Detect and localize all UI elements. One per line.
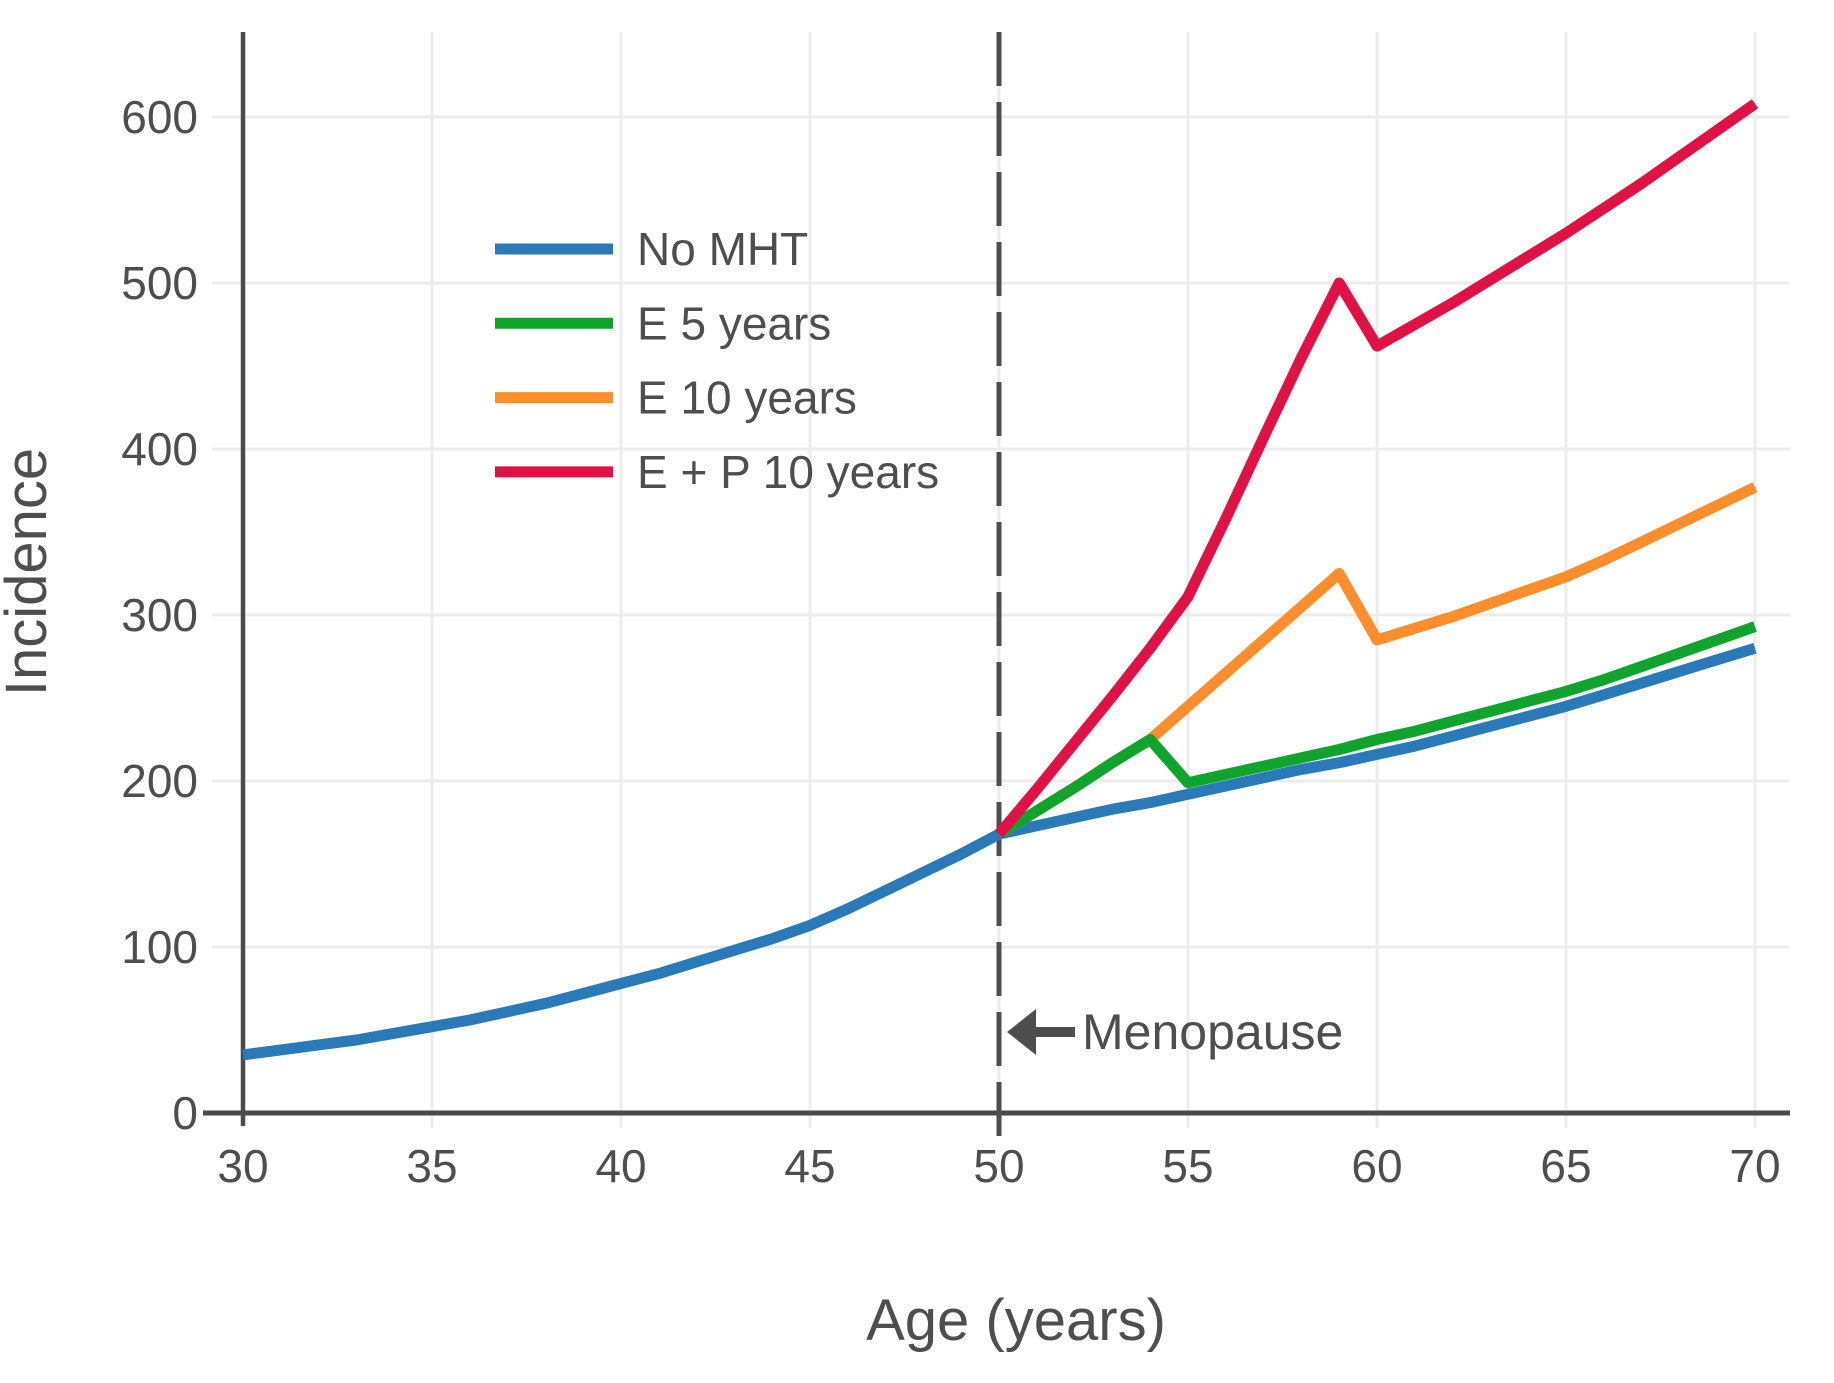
legend-item-no-mht: No MHT xyxy=(495,223,808,275)
legend-item-e-p-10-years: E + P 10 years xyxy=(495,446,939,498)
menopause-annotation: Menopause xyxy=(1007,1004,1343,1060)
y-axis-title: Incidence xyxy=(0,448,59,696)
left-arrow-icon xyxy=(1007,1009,1075,1055)
x-tick-label-40: 40 xyxy=(595,1140,646,1192)
menopause-label: Menopause xyxy=(1082,1004,1343,1060)
x-tick-label-65: 65 xyxy=(1540,1140,1591,1192)
y-tick-label-200: 200 xyxy=(121,755,198,807)
y-tick-label-400: 400 xyxy=(121,423,198,475)
y-tick-label-600: 600 xyxy=(121,91,198,143)
legend-item-e-5-years: E 5 years xyxy=(495,297,831,349)
y-tick-label-100: 100 xyxy=(121,921,198,973)
y-tick-label-500: 500 xyxy=(121,257,198,309)
series-line-e-p-10-years xyxy=(994,99,1759,838)
y-tick-label-300: 300 xyxy=(121,589,198,641)
legend-label-e-5-years: E 5 years xyxy=(637,297,831,349)
y-tick-label-0: 0 xyxy=(172,1087,198,1139)
series-line-e-5-years xyxy=(996,621,1757,839)
x-tick-label-55: 55 xyxy=(1162,1140,1213,1192)
x-tick-label-50: 50 xyxy=(973,1140,1024,1192)
x-axis-title: Age (years) xyxy=(866,1288,1166,1353)
legend: No MHT E 5 years E 10 years E + P 10 years xyxy=(495,223,939,498)
legend-item-e-10-years: E 10 years xyxy=(495,372,857,424)
x-tick-label-30: 30 xyxy=(217,1140,268,1192)
x-tick-label-60: 60 xyxy=(1351,1140,1402,1192)
x-tick-label-70: 70 xyxy=(1729,1140,1780,1192)
x-tick-label-45: 45 xyxy=(784,1140,835,1192)
legend-label-e-10-years: E 10 years xyxy=(637,372,857,424)
legend-label-e-p-10-years: E + P 10 years xyxy=(637,446,939,498)
x-tick-label-35: 35 xyxy=(406,1140,457,1192)
legend-label-no-mht: No MHT xyxy=(637,223,808,275)
